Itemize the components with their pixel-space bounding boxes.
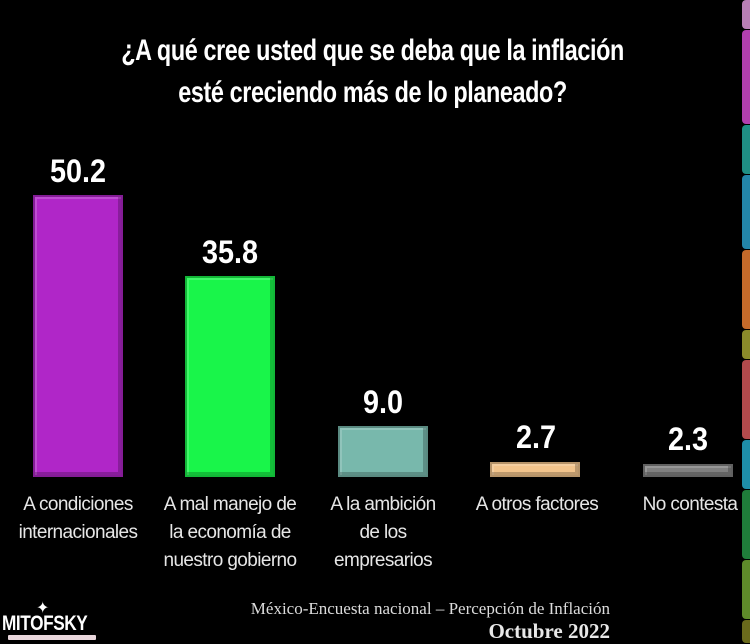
bar-ambicion-empresarios: [338, 426, 428, 477]
value-label-condiciones-internacionales: 50.2: [49, 153, 107, 189]
survey-source: México-Encuesta nacional – Percepción de…: [250, 599, 610, 618]
category-label-line: de los: [359, 522, 407, 543]
survey-date: Octubre 2022: [488, 619, 610, 643]
category-label-mal-manejo: A mal manejo de la economía de nuestro g…: [150, 491, 310, 575]
side-strip-segment: [742, 620, 750, 643]
bar-condiciones-internacionales: [33, 195, 123, 477]
value-label-no-contesta: 2.3: [667, 421, 709, 457]
category-label-line: A la ambición: [330, 494, 436, 515]
category-label-line: No contesta: [642, 494, 738, 515]
category-label-otros-factores: A otros factores: [457, 491, 617, 519]
logo-tagline-band: [8, 635, 96, 640]
category-label-line: empresarios: [334, 550, 433, 571]
side-strip-segment: [742, 360, 750, 439]
side-strip-segment: [742, 30, 750, 124]
value-label-mal-manejo: 35.8: [201, 234, 259, 270]
category-label-line: A condiciones: [23, 494, 133, 515]
bar-otros-factores: [490, 462, 580, 477]
bird-icon: ✦: [36, 600, 50, 617]
chart-title: ¿A qué cree usted que se deba que la inf…: [80, 30, 665, 114]
logo-wordmark: MITOFSKY: [2, 612, 88, 635]
side-strip-segment: [742, 250, 750, 329]
category-label-line: A mal manejo de: [163, 494, 297, 515]
side-strip-segment: [742, 440, 750, 489]
side-strip-segment: [742, 125, 750, 174]
side-strip-segment: [742, 560, 750, 619]
chart-title-line-2: esté creciendo más de lo planeado?: [178, 76, 567, 109]
side-strip-segment: [742, 0, 750, 29]
mitofsky-logo: ✦ MITOFSKY: [2, 598, 102, 642]
side-strip-segment: [742, 490, 750, 559]
side-strip-segment: [742, 330, 750, 359]
category-label-condiciones-internacionales: A condiciones internacionales: [0, 491, 158, 547]
category-label-no-contesta: No contesta: [610, 491, 750, 519]
value-label-ambicion-empresarios: 9.0: [362, 384, 404, 420]
chart-title-line-1: ¿A qué cree usted que se deba que la inf…: [121, 34, 624, 67]
category-label-ambicion-empresarios: A la ambición de los empresarios: [303, 491, 463, 575]
bar-mal-manejo: [185, 276, 275, 477]
category-label-line: la economía de: [169, 522, 291, 543]
side-strip-segment: [742, 175, 750, 249]
category-label-line: internacionales: [18, 522, 138, 543]
value-label-otros-factores: 2.7: [515, 419, 557, 455]
bar-no-contesta: [643, 464, 733, 477]
category-label-line: A otros factores: [475, 494, 599, 515]
category-label-line: nuestro gobierno: [163, 550, 297, 571]
